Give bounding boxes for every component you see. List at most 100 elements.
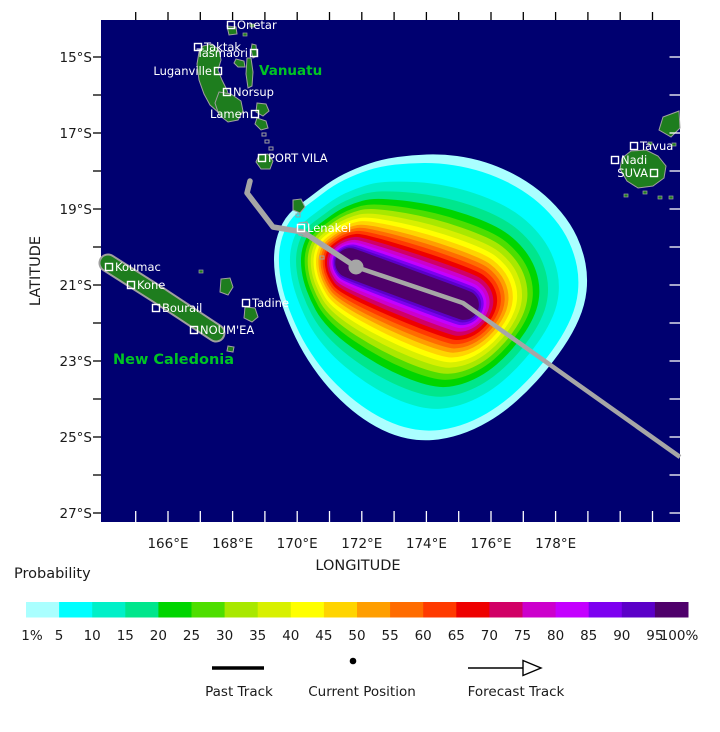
colorbar-tick-label: 85 xyxy=(580,628,597,644)
x-tick-label: 168°E xyxy=(212,536,253,552)
y-tick-label: 17°S xyxy=(60,126,93,142)
colorbar-tick-label: 25 xyxy=(183,628,200,644)
island xyxy=(219,277,234,296)
colorbar-segment xyxy=(390,602,424,618)
colorbar-segment xyxy=(92,602,126,618)
city-marker xyxy=(226,20,236,30)
city-label: Lamen xyxy=(210,107,249,121)
y-tick-label: 25°S xyxy=(60,430,93,446)
colorbar-title: Probability xyxy=(14,566,91,582)
x-tick-label: 176°E xyxy=(470,536,511,552)
city-marker xyxy=(222,87,232,97)
colorbar-tick-label: 10 xyxy=(84,628,101,644)
x-tick-label: 170°E xyxy=(277,536,318,552)
probability-contours xyxy=(274,154,588,441)
colorbar-segment xyxy=(588,602,623,618)
y-tick-label: 15°S xyxy=(60,50,93,66)
colorbar-tick-label: 60 xyxy=(415,628,432,644)
island-outline xyxy=(268,146,274,151)
y-tick-label: 21°S xyxy=(60,278,93,294)
x-tick-label: 166°E xyxy=(147,536,188,552)
island xyxy=(226,345,235,353)
city-marker xyxy=(193,42,203,52)
city-marker xyxy=(189,325,199,335)
city-label: Taktak xyxy=(203,40,241,54)
y-axis-title: LATITUDE xyxy=(28,236,44,306)
city-marker xyxy=(104,262,114,272)
islet xyxy=(647,141,653,146)
colorbar-segment xyxy=(423,602,457,618)
y-tick-label: 27°S xyxy=(60,506,93,522)
city-marker xyxy=(241,298,251,308)
island xyxy=(619,149,667,189)
city-label: Bourail xyxy=(162,301,202,315)
island xyxy=(245,57,254,89)
region-label-vanuatu: Vanuatu xyxy=(259,63,322,79)
islet xyxy=(623,193,629,198)
colorbar-segment xyxy=(357,602,391,618)
island xyxy=(254,117,269,131)
colorbar-tick-label: 90 xyxy=(613,628,630,644)
city-marker xyxy=(126,280,136,290)
colorbar-segment xyxy=(26,602,60,618)
axis-ticks-layer: 166°E 168°E 170°E 172°E 174°E 176°E 178°E 15°S 1… xyxy=(60,12,680,552)
city-label: Lenakel xyxy=(307,221,351,235)
colorbar-segment xyxy=(621,602,656,618)
island-outline xyxy=(295,213,301,218)
colorbar-segment xyxy=(654,602,689,618)
city-marker xyxy=(213,66,223,76)
colorbar-segment xyxy=(290,602,325,618)
city-label: Luganville xyxy=(153,64,212,78)
city-marker xyxy=(249,48,259,58)
islet xyxy=(671,142,677,147)
colorbar-tick-label: 95 xyxy=(646,628,663,644)
colorbar-tick-label: 20 xyxy=(150,628,167,644)
city-marker xyxy=(629,141,639,151)
colorbar-tick-label: 75 xyxy=(514,628,531,644)
colorbar-segment xyxy=(59,602,93,618)
storm-track-layer xyxy=(244,178,682,459)
x-tick-label: 174°E xyxy=(406,536,447,552)
colorbar-tick-label: 5 xyxy=(55,628,64,644)
city-label: Tadine xyxy=(251,296,289,310)
forecast-track-legend-arrowhead xyxy=(522,659,543,677)
x-axis-title: LONGITUDE xyxy=(315,558,400,574)
island xyxy=(292,198,306,214)
city-marker xyxy=(296,223,306,233)
city-marker xyxy=(151,303,161,313)
x-tick-label: 178°E xyxy=(535,536,576,552)
islet xyxy=(198,269,204,274)
colorbar-tick-label: 15 xyxy=(117,628,134,644)
city-label: Onetar xyxy=(237,18,277,32)
colorbar-tick-label: 1% xyxy=(21,628,43,644)
island-outline xyxy=(261,132,267,137)
current-position-legend-dot xyxy=(349,657,357,665)
colorbar-segment xyxy=(489,602,523,618)
city-marker xyxy=(610,155,620,165)
colorbar-segment xyxy=(224,602,259,618)
city-label: Koumac xyxy=(115,260,161,274)
city-label: Nadi xyxy=(621,153,647,167)
colorbar-layer: 1% 5 10 15 20 25 30 35 40 45 50 55 60 65 70 75 80 85 90 951… xyxy=(21,602,698,644)
city-marker xyxy=(649,168,659,178)
colorbar-tick-label: 70 xyxy=(481,628,498,644)
colorbar-segment xyxy=(257,602,292,618)
island xyxy=(100,255,224,341)
colorbar-tick-label: 100% xyxy=(660,628,699,644)
island xyxy=(233,58,246,68)
colorbar-segment xyxy=(555,602,590,618)
y-tick-label: 23°S xyxy=(60,354,93,370)
colorbar-tick-label: 50 xyxy=(348,628,365,644)
land-layer xyxy=(98,23,681,353)
island xyxy=(226,25,238,36)
current-position-dot xyxy=(348,259,364,275)
colorbar-segment xyxy=(456,602,490,618)
city-label: PORT VILA xyxy=(268,151,328,165)
past-track-legend-label: Past Track xyxy=(205,684,273,700)
city-label: Tasmaori xyxy=(196,46,248,60)
islet xyxy=(657,195,663,200)
islet xyxy=(642,190,648,195)
current-position-legend-label: Current Position xyxy=(308,684,416,700)
